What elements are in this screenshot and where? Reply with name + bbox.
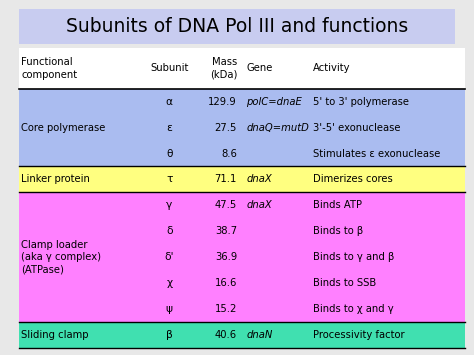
Text: τ: τ	[166, 174, 173, 185]
Text: 38.7: 38.7	[215, 226, 237, 236]
Text: θ: θ	[166, 148, 173, 159]
Text: Gene: Gene	[246, 63, 273, 73]
Text: 8.6: 8.6	[221, 148, 237, 159]
Text: 47.5: 47.5	[215, 200, 237, 211]
Text: 3'-5' exonuclease: 3'-5' exonuclease	[313, 122, 401, 133]
Text: Binds to β: Binds to β	[313, 226, 364, 236]
Text: polC=dnaE: polC=dnaE	[246, 97, 302, 107]
Text: dnaN: dnaN	[246, 330, 273, 340]
Text: 5' to 3' polymerase: 5' to 3' polymerase	[313, 97, 409, 107]
FancyBboxPatch shape	[19, 322, 465, 348]
Text: Binds to χ and γ: Binds to χ and γ	[313, 304, 394, 314]
FancyBboxPatch shape	[19, 48, 465, 89]
Text: γ: γ	[166, 200, 173, 211]
Text: Processivity factor: Processivity factor	[313, 330, 405, 340]
Text: α: α	[166, 97, 173, 107]
FancyBboxPatch shape	[19, 89, 465, 166]
Text: 129.9: 129.9	[208, 97, 237, 107]
Text: 36.9: 36.9	[215, 252, 237, 262]
Text: Activity: Activity	[313, 63, 351, 73]
Text: Linker protein: Linker protein	[21, 174, 90, 185]
Text: 40.6: 40.6	[215, 330, 237, 340]
Text: dnaQ=mutD: dnaQ=mutD	[246, 122, 309, 133]
Text: 16.6: 16.6	[215, 278, 237, 288]
Text: dnaX: dnaX	[246, 174, 272, 185]
Text: β: β	[166, 330, 173, 340]
Text: ε: ε	[166, 122, 172, 133]
Text: Subunit: Subunit	[150, 63, 189, 73]
Text: Clamp loader
(aka γ complex)
(ATPase): Clamp loader (aka γ complex) (ATPase)	[21, 240, 101, 274]
Text: Stimulates ε exonuclease: Stimulates ε exonuclease	[313, 148, 440, 159]
Text: Dimerizes cores: Dimerizes cores	[313, 174, 393, 185]
Text: Sliding clamp: Sliding clamp	[21, 330, 89, 340]
Text: Mass
(kDa): Mass (kDa)	[210, 57, 237, 80]
Text: Binds to SSB: Binds to SSB	[313, 278, 376, 288]
Text: 27.5: 27.5	[215, 122, 237, 133]
Text: Binds to γ and β: Binds to γ and β	[313, 252, 394, 262]
Text: dnaX: dnaX	[246, 200, 272, 211]
Text: ψ: ψ	[166, 304, 173, 314]
Text: χ: χ	[166, 278, 173, 288]
Text: Core polymerase: Core polymerase	[21, 122, 106, 133]
FancyBboxPatch shape	[19, 192, 465, 322]
FancyBboxPatch shape	[19, 9, 455, 44]
Text: Functional
component: Functional component	[21, 57, 77, 80]
FancyBboxPatch shape	[19, 166, 465, 192]
Text: 15.2: 15.2	[215, 304, 237, 314]
Text: Subunits of DNA Pol III and functions: Subunits of DNA Pol III and functions	[66, 17, 408, 36]
Text: 71.1: 71.1	[215, 174, 237, 185]
Text: Binds ATP: Binds ATP	[313, 200, 362, 211]
Text: δ: δ	[166, 226, 173, 236]
Text: δ': δ'	[164, 252, 174, 262]
